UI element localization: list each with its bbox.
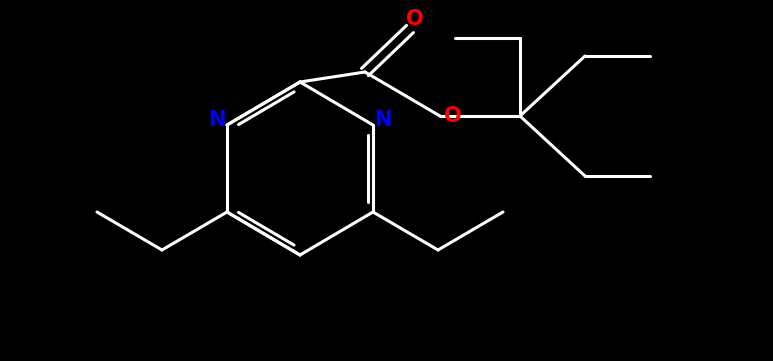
- Text: O: O: [406, 9, 424, 29]
- Text: O: O: [444, 106, 461, 126]
- Text: N: N: [208, 110, 226, 130]
- Text: N: N: [374, 110, 392, 130]
